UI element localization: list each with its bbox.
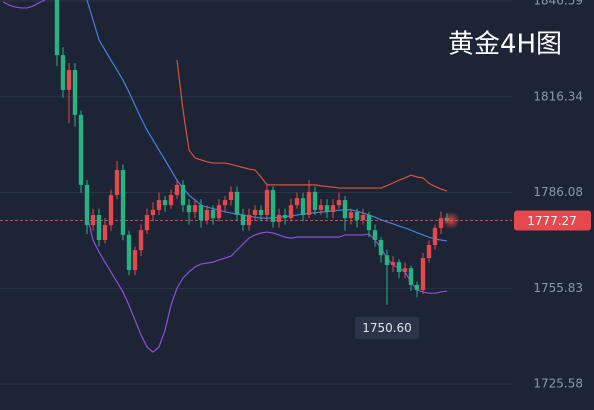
candle-body — [270, 189, 276, 222]
chart-title: 黄金4H图 — [448, 30, 562, 60]
candle-body — [438, 218, 444, 228]
candle-body — [78, 114, 84, 185]
candle-body — [210, 209, 216, 219]
candle-body — [330, 205, 336, 213]
candle-body — [84, 184, 90, 226]
candle-body — [396, 262, 402, 272]
candle-body — [264, 189, 270, 215]
candle-body — [336, 200, 342, 206]
candle-body — [306, 191, 312, 215]
candle-body — [414, 284, 420, 291]
candle-body — [174, 184, 180, 196]
candle-body — [342, 200, 348, 219]
candle-body — [426, 245, 432, 259]
y-tick-label: 1755.83 — [533, 281, 583, 295]
candle-body — [348, 212, 354, 219]
candle-body — [144, 214, 150, 231]
candle-body — [108, 195, 114, 226]
candle-body — [312, 191, 318, 210]
candle-body — [126, 234, 132, 271]
candle-body — [366, 214, 372, 231]
last-price-label: 1777.27 — [527, 214, 577, 228]
candle-body — [246, 214, 252, 226]
candle-body — [60, 55, 66, 90]
candle-body — [294, 198, 300, 206]
candle-body — [384, 255, 390, 265]
candle-body — [378, 239, 384, 256]
candle-body — [54, 0, 60, 56]
annotation-label: 1750.60 — [362, 321, 412, 335]
candle-body — [276, 214, 282, 222]
candle-body — [432, 227, 438, 246]
candle-body — [258, 209, 264, 215]
candle-body — [180, 184, 186, 206]
band-line — [176, 60, 448, 192]
candle-body — [138, 230, 144, 251]
candle-body — [372, 230, 378, 240]
last-price-glow — [442, 211, 460, 230]
candle-body — [408, 268, 414, 285]
candle-body — [168, 195, 174, 206]
candle-body — [318, 205, 324, 210]
candle-body — [288, 205, 294, 219]
candle-body — [240, 214, 246, 226]
candle-body — [66, 69, 72, 90]
candle-body — [282, 214, 288, 219]
candle-body — [90, 214, 96, 226]
candle-body — [324, 205, 330, 213]
candle-body — [354, 212, 360, 221]
y-axis: 1725.58 1755.83 1786.08 1816.34 1846.59 1777.… — [514, 0, 591, 391]
annotation-box — [355, 316, 419, 339]
candle-body — [186, 205, 192, 213]
candle-body — [390, 262, 396, 265]
y-tick-label: 1816.34 — [533, 89, 583, 103]
last-price-tag — [514, 210, 591, 231]
candle-body — [132, 250, 138, 271]
y-tick-label: 1846.59 — [533, 0, 583, 7]
candle-body — [420, 258, 426, 291]
candle-body — [150, 209, 156, 215]
candle-body — [198, 205, 204, 221]
candle-body — [114, 170, 120, 196]
candle-body — [402, 268, 408, 272]
candle-body — [234, 191, 240, 215]
candle-body — [120, 170, 126, 235]
candle-body — [252, 209, 258, 215]
candle-body — [360, 214, 366, 221]
candle-body — [192, 205, 198, 213]
candle-body — [96, 214, 102, 240]
y-tick-label: 1725.58 — [533, 377, 583, 391]
candle-body — [228, 191, 234, 201]
candle-body — [204, 209, 210, 221]
candle-body — [72, 69, 78, 115]
candle-body — [216, 205, 222, 219]
y-tick-label: 1786.08 — [533, 185, 583, 199]
candle-body — [300, 198, 306, 215]
candle-body — [222, 200, 228, 206]
candle-body — [156, 200, 162, 210]
candle-body — [102, 225, 108, 240]
plot-area: 1750.60 — [2, 0, 460, 353]
candle-body — [162, 200, 168, 206]
